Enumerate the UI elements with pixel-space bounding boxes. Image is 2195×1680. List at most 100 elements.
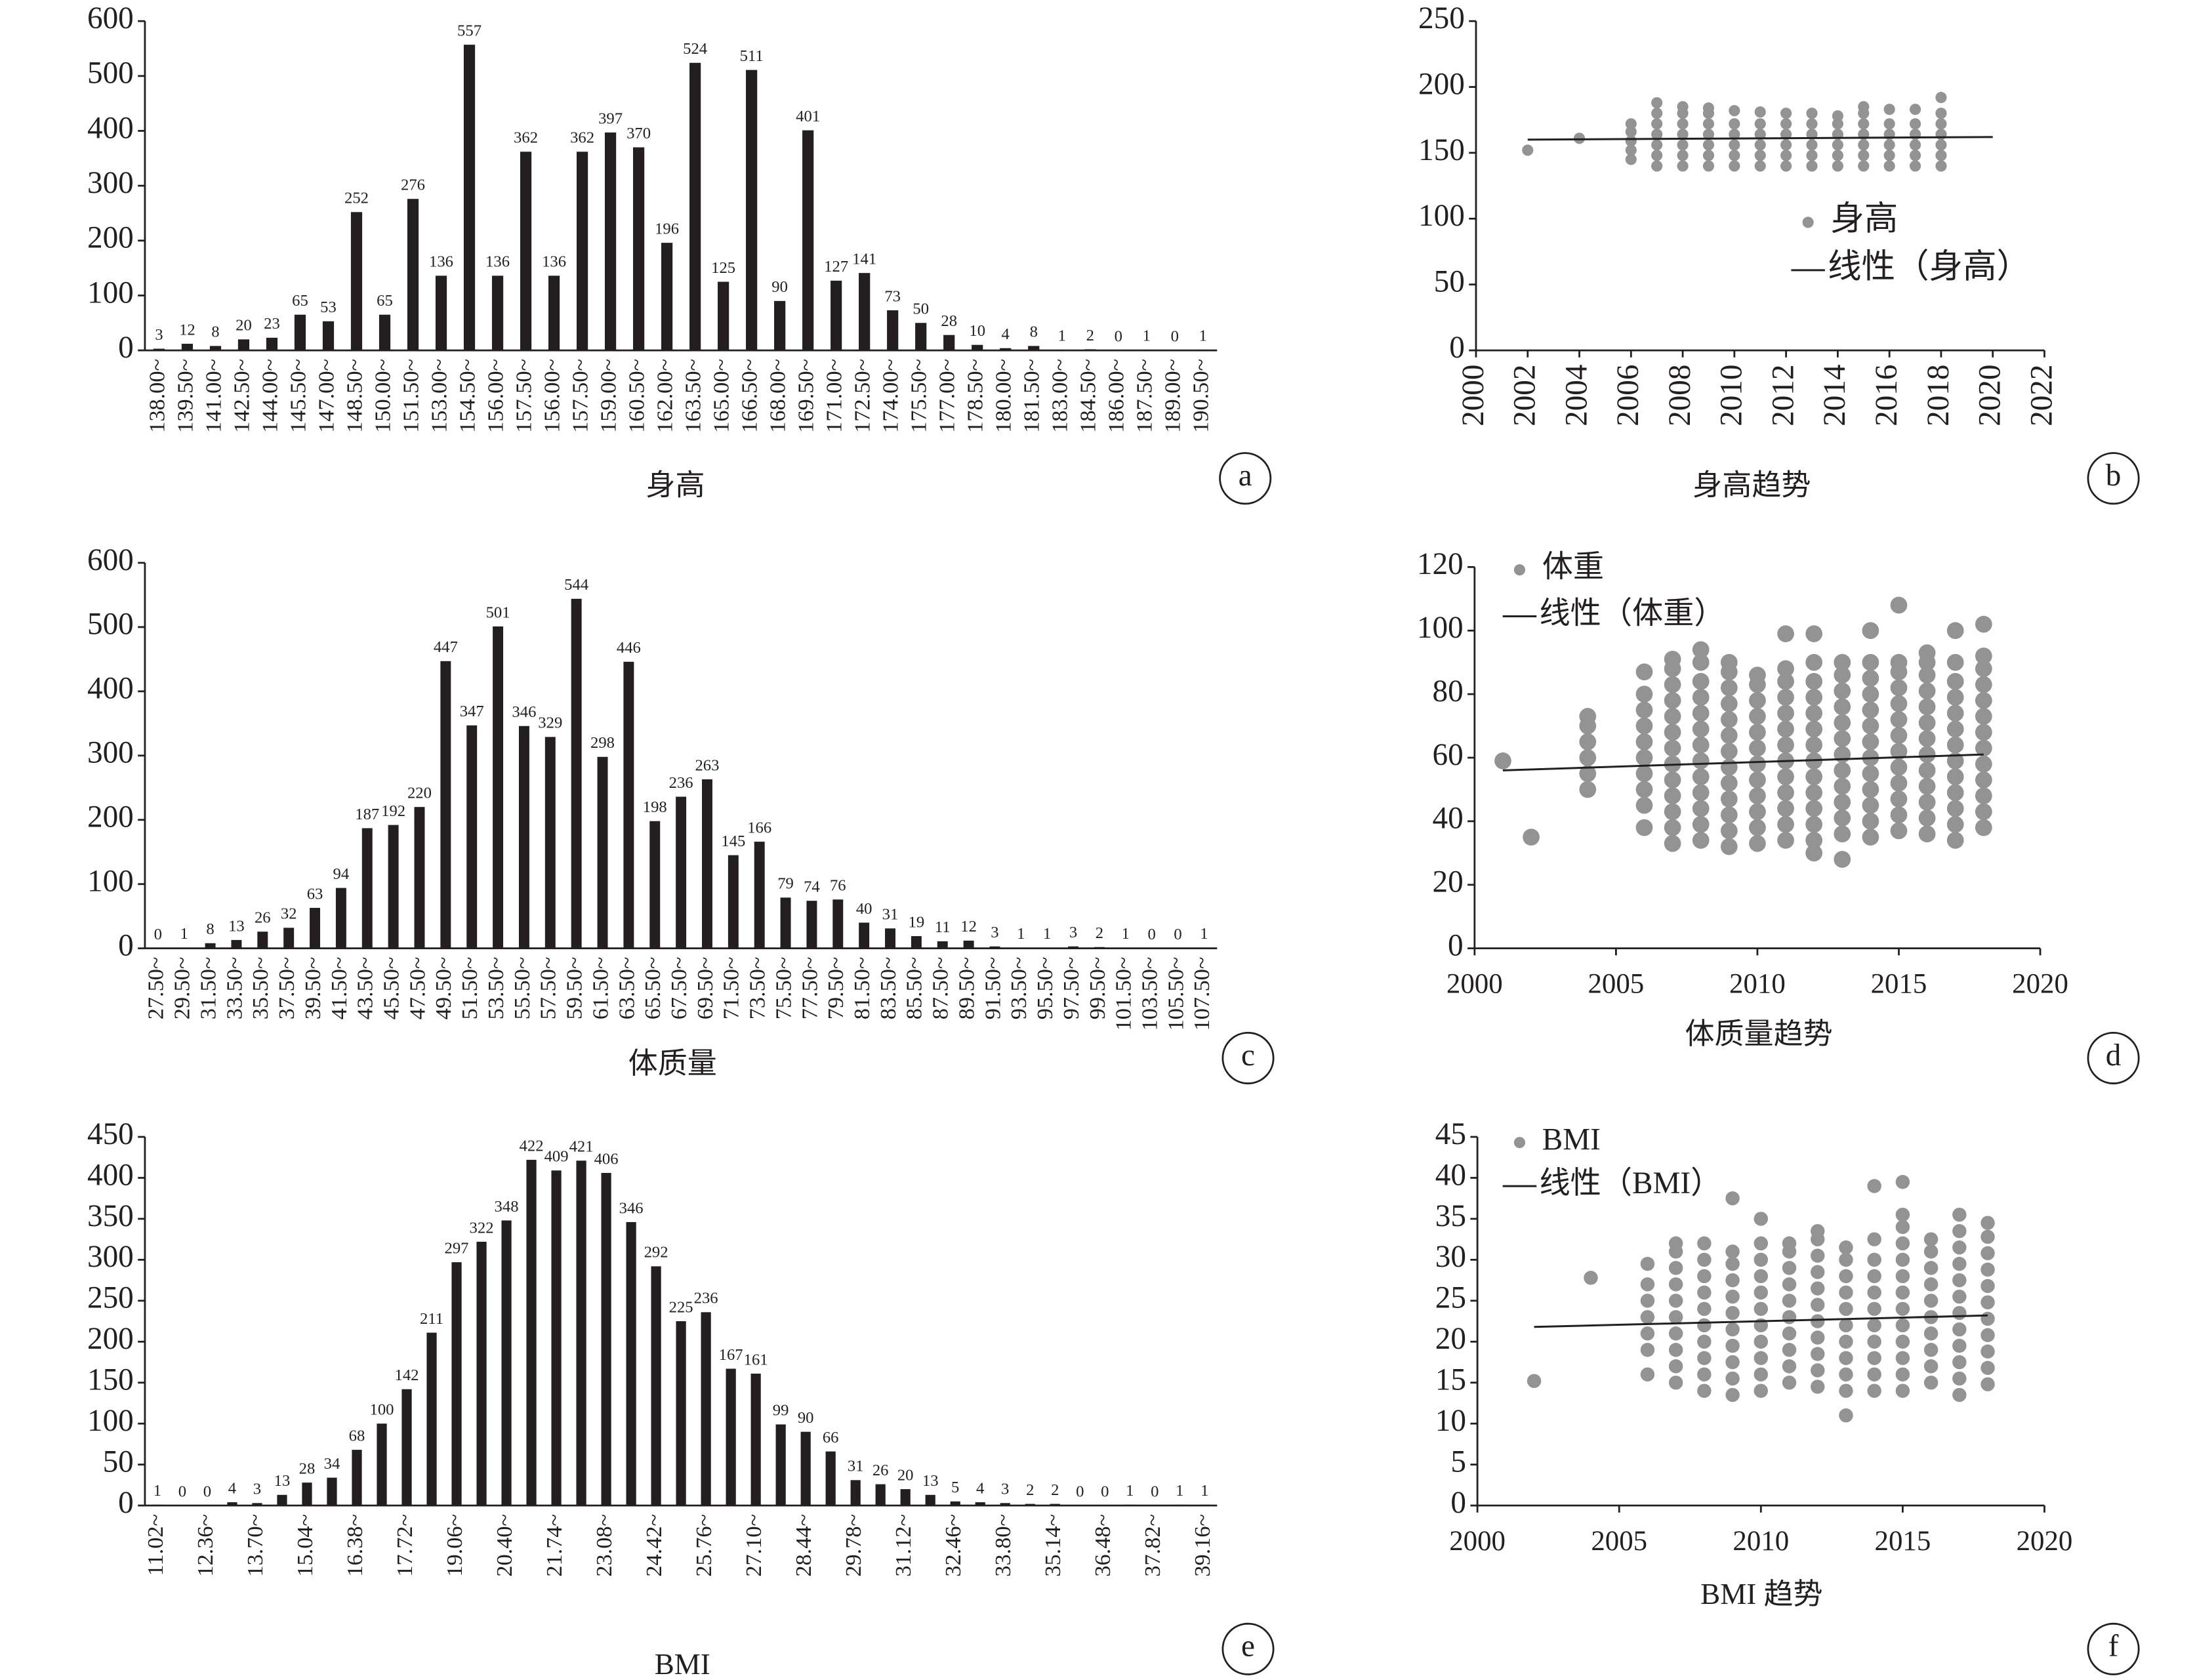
scatter-point: [1782, 1343, 1797, 1357]
bar: [463, 45, 476, 351]
bar: [975, 1502, 985, 1506]
scatter-point: [1640, 1367, 1655, 1382]
y-tick-label: 300: [87, 1240, 134, 1274]
bar: [1050, 1504, 1060, 1506]
x-tick-label: 147.00~: [314, 359, 338, 433]
scatter-point: [1980, 1311, 1995, 1326]
scatter-point: [1890, 806, 1908, 824]
bar-value-label: 0: [1171, 327, 1179, 345]
bar-value-label: 53: [320, 298, 337, 316]
bar-value-label: 1: [1043, 925, 1051, 943]
bar: [350, 212, 363, 351]
scatter-point: [1952, 1322, 1967, 1337]
bar-value-label: 13: [274, 1472, 291, 1490]
bar-value-label: 220: [407, 785, 432, 802]
scatter-point: [1923, 1359, 1939, 1374]
scatter-point: [1806, 139, 1818, 151]
bar-value-label: 0: [1076, 1483, 1084, 1500]
x-axis-title: BMI 趋势: [1700, 1578, 1822, 1610]
bar: [476, 1241, 487, 1506]
scatter-point: [1697, 1301, 1712, 1317]
x-tick-label: 2006: [1611, 365, 1645, 426]
scatter-point: [1725, 1244, 1740, 1259]
scatter-point: [1935, 150, 1947, 161]
y-tick-label: 100: [1417, 611, 1464, 645]
bar: [1199, 947, 1210, 949]
x-tick-label: 12.36~: [193, 1514, 218, 1577]
panel-circle: [1221, 1031, 1275, 1084]
x-tick-label: 2016: [1870, 365, 1904, 426]
y-tick-label: 60: [1432, 738, 1463, 772]
scatter-point: [1754, 1301, 1769, 1317]
bar-value-label: 1: [154, 1482, 161, 1500]
x-tick-label: 21.74~: [542, 1514, 567, 1577]
bar: [1000, 1503, 1010, 1506]
x-tick-label: 2020: [2017, 1526, 2073, 1557]
bar: [750, 1373, 761, 1506]
scatter-point: [1692, 832, 1710, 849]
bar: [1120, 947, 1131, 949]
x-tick-label: 184.50~: [1076, 359, 1101, 433]
y-tick-label: 80: [1432, 674, 1463, 708]
scatter-point: [1890, 727, 1908, 744]
scatter-point: [1640, 1310, 1655, 1324]
scatter-point: [1834, 666, 1851, 684]
bar-value-label: 0: [1174, 926, 1181, 943]
scatter-point: [1579, 781, 1597, 798]
bar-value-label: 63: [307, 885, 323, 903]
scatter-point: [1725, 1191, 1740, 1206]
x-tick-label: 71.50~: [719, 957, 744, 1020]
scatter-point: [1635, 749, 1653, 766]
y-tick-label: 35: [1435, 1199, 1466, 1233]
x-tick-label: 2014: [1818, 365, 1852, 426]
scatter-point: [1625, 154, 1637, 165]
scatter-point: [1909, 150, 1921, 161]
x-tick-label: 163.50~: [680, 359, 705, 433]
panel-label: b: [2106, 459, 2122, 493]
scatter-point: [1834, 653, 1851, 671]
scatter-point: [1664, 771, 1681, 789]
bar-value-label: 50: [913, 300, 929, 318]
scatter-point: [1935, 118, 1947, 130]
bar-value-label: 73: [884, 287, 901, 305]
scatter-point: [1895, 1175, 1910, 1189]
scatter-point: [1754, 1367, 1769, 1382]
bar: [1124, 1504, 1135, 1506]
scatter-point: [1729, 105, 1740, 117]
bar: [181, 344, 194, 351]
scatter-point: [1635, 686, 1653, 703]
scatter-point: [1946, 622, 1964, 640]
x-tick-label: 2008: [1663, 365, 1697, 426]
scatter-point: [1834, 714, 1851, 731]
scatter-point: [1777, 800, 1794, 817]
bar-value-label: 12: [179, 321, 195, 338]
bar-value-label: 362: [570, 129, 594, 147]
bar: [661, 243, 673, 351]
y-tick-label: 300: [87, 736, 134, 770]
bar: [361, 828, 373, 949]
scatter-point: [1952, 1240, 1967, 1255]
bar-value-label: 26: [872, 1462, 889, 1479]
x-tick-label: 35.14~: [1040, 1514, 1065, 1577]
bar: [689, 62, 701, 351]
x-tick-label: 166.50~: [737, 359, 762, 433]
scatter-point: [1811, 1281, 1825, 1296]
scatter-point: [1946, 705, 1964, 722]
scatter-point: [1729, 150, 1740, 161]
bar: [491, 276, 504, 351]
scatter-point: [1777, 784, 1794, 802]
x-tick-label: 79.50~: [823, 957, 848, 1020]
bar-value-label: 421: [569, 1138, 594, 1156]
x-tick-label: 2010: [1715, 365, 1749, 426]
x-tick-label: 31.12~: [891, 1514, 916, 1577]
scatter-point: [1952, 1338, 1967, 1353]
scatter-point: [1975, 615, 1992, 633]
bar-value-label: 12: [960, 918, 977, 935]
scatter-point: [1579, 733, 1597, 750]
scatter-point: [1952, 1289, 1967, 1304]
y-tick-label: 15: [1435, 1363, 1466, 1397]
scatter-point: [1923, 1343, 1939, 1357]
panel-label: f: [2108, 1629, 2119, 1664]
bar: [649, 821, 661, 949]
scatter-point: [1890, 679, 1908, 697]
